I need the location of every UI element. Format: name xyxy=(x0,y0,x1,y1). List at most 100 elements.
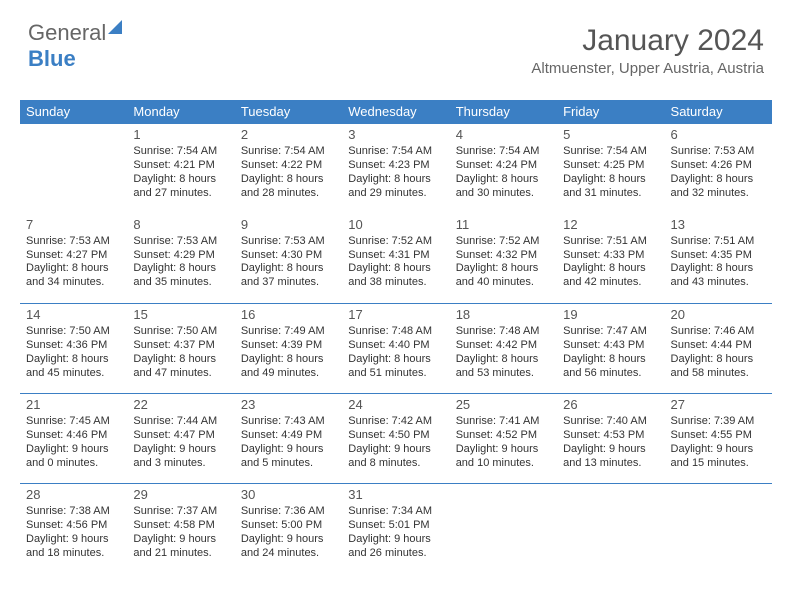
day-number: 25 xyxy=(456,397,551,413)
day-info-line: Sunrise: 7:54 AM xyxy=(133,145,228,159)
calendar-day-cell xyxy=(450,484,557,574)
day-number: 2 xyxy=(241,127,336,143)
day-info-line: Sunrise: 7:52 AM xyxy=(456,235,551,249)
day-number: 19 xyxy=(563,307,658,323)
day-info-line: and 13 minutes. xyxy=(563,457,658,471)
day-info-line: Sunrise: 7:53 AM xyxy=(671,145,766,159)
day-info-line: Daylight: 8 hours xyxy=(26,262,121,276)
calendar-day-cell: 10Sunrise: 7:52 AMSunset: 4:31 PMDayligh… xyxy=(342,214,449,304)
day-number: 21 xyxy=(26,397,121,413)
day-info-line: Sunset: 4:24 PM xyxy=(456,159,551,173)
day-info-line: Sunset: 4:40 PM xyxy=(348,339,443,353)
day-info-line: Sunrise: 7:53 AM xyxy=(26,235,121,249)
day-info-line: Sunrise: 7:52 AM xyxy=(348,235,443,249)
day-info-line: Daylight: 8 hours xyxy=(241,173,336,187)
calendar-day-cell: 30Sunrise: 7:36 AMSunset: 5:00 PMDayligh… xyxy=(235,484,342,574)
calendar-day-cell: 5 Sunrise: 7:54 AMSunset: 4:25 PMDaylight… xyxy=(557,124,664,214)
day-number: 10 xyxy=(348,217,443,233)
day-info-line: Sunset: 4:37 PM xyxy=(133,339,228,353)
day-info-line: and 43 minutes. xyxy=(671,276,766,290)
day-info-line: and 58 minutes. xyxy=(671,367,766,381)
day-number: 12 xyxy=(563,217,658,233)
logo: General Blue xyxy=(28,20,122,72)
day-info-line: Daylight: 8 hours xyxy=(348,353,443,367)
calendar-week-row: 7Sunrise: 7:53 AMSunset: 4:27 PMDaylight… xyxy=(20,214,772,304)
calendar-day-cell: 17Sunrise: 7:48 AMSunset: 4:40 PMDayligh… xyxy=(342,304,449,394)
day-info-line: and 40 minutes. xyxy=(456,276,551,290)
day-info-line: Sunrise: 7:54 AM xyxy=(456,145,551,159)
day-info-line: Sunrise: 7:54 AM xyxy=(241,145,336,159)
calendar-day-cell xyxy=(557,484,664,574)
day-number: 5 xyxy=(563,127,658,143)
logo-triangle-icon xyxy=(108,20,122,34)
day-info-line: and 35 minutes. xyxy=(133,276,228,290)
calendar-week-row: 28Sunrise: 7:38 AMSunset: 4:56 PMDayligh… xyxy=(20,484,772,574)
day-info-line: Daylight: 8 hours xyxy=(133,173,228,187)
location-text: Altmuenster, Upper Austria, Austria xyxy=(531,60,764,77)
day-info-line: Sunrise: 7:43 AM xyxy=(241,415,336,429)
day-number: 29 xyxy=(133,487,228,503)
day-number: 4 xyxy=(456,127,551,143)
day-info-line: Sunset: 4:42 PM xyxy=(456,339,551,353)
day-info-line: Daylight: 8 hours xyxy=(563,262,658,276)
logo-text-general: General xyxy=(28,20,106,45)
day-info-line: Daylight: 8 hours xyxy=(671,262,766,276)
day-info-line: Sunrise: 7:54 AM xyxy=(563,145,658,159)
day-info-line: Sunset: 4:58 PM xyxy=(133,519,228,533)
day-info-line: Sunset: 4:53 PM xyxy=(563,429,658,443)
day-info-line: Daylight: 8 hours xyxy=(348,262,443,276)
day-info-line: and 18 minutes. xyxy=(26,547,121,561)
day-info-line: Sunrise: 7:48 AM xyxy=(456,325,551,339)
day-info-line: Daylight: 8 hours xyxy=(671,173,766,187)
calendar-day-cell: 15Sunrise: 7:50 AMSunset: 4:37 PMDayligh… xyxy=(127,304,234,394)
day-number: 20 xyxy=(671,307,766,323)
day-info-line: Daylight: 8 hours xyxy=(563,353,658,367)
day-info-line: Daylight: 8 hours xyxy=(26,353,121,367)
day-info-line: Daylight: 9 hours xyxy=(348,443,443,457)
calendar-day-cell: 21Sunrise: 7:45 AMSunset: 4:46 PMDayligh… xyxy=(20,394,127,484)
day-info-line: Sunrise: 7:46 AM xyxy=(671,325,766,339)
day-number: 22 xyxy=(133,397,228,413)
day-info-line: Sunset: 4:25 PM xyxy=(563,159,658,173)
day-info-line: Sunrise: 7:53 AM xyxy=(241,235,336,249)
day-info-line: Daylight: 9 hours xyxy=(133,533,228,547)
weekday-header: Wednesday xyxy=(342,100,449,124)
day-number: 24 xyxy=(348,397,443,413)
day-info-line: and 26 minutes. xyxy=(348,547,443,561)
day-info-line: Sunset: 4:44 PM xyxy=(671,339,766,353)
weekday-header: Saturday xyxy=(665,100,772,124)
calendar-day-cell: 16Sunrise: 7:49 AMSunset: 4:39 PMDayligh… xyxy=(235,304,342,394)
day-info-line: Sunset: 4:46 PM xyxy=(26,429,121,443)
day-info-line: Sunrise: 7:42 AM xyxy=(348,415,443,429)
calendar-week-row: 1Sunrise: 7:54 AMSunset: 4:21 PMDaylight… xyxy=(20,124,772,214)
day-info-line: Daylight: 8 hours xyxy=(456,353,551,367)
day-info-line: Daylight: 9 hours xyxy=(563,443,658,457)
day-info-line: Daylight: 8 hours xyxy=(456,262,551,276)
day-number: 9 xyxy=(241,217,336,233)
day-info-line: Daylight: 8 hours xyxy=(241,353,336,367)
day-info-line: Sunset: 4:47 PM xyxy=(133,429,228,443)
day-info-line: Daylight: 9 hours xyxy=(241,533,336,547)
weekday-header: Sunday xyxy=(20,100,127,124)
day-number: 26 xyxy=(563,397,658,413)
day-info-line: Sunrise: 7:49 AM xyxy=(241,325,336,339)
day-info-line: and 29 minutes. xyxy=(348,187,443,201)
day-info-line: Sunset: 4:35 PM xyxy=(671,249,766,263)
calendar-table: SundayMondayTuesdayWednesdayThursdayFrid… xyxy=(20,100,772,574)
day-info-line: Sunrise: 7:54 AM xyxy=(348,145,443,159)
day-info-line: Daylight: 8 hours xyxy=(241,262,336,276)
weekday-header: Monday xyxy=(127,100,234,124)
month-title: January 2024 xyxy=(531,24,764,58)
day-info-line: Sunset: 5:00 PM xyxy=(241,519,336,533)
day-info-line: and 51 minutes. xyxy=(348,367,443,381)
day-info-line: Daylight: 8 hours xyxy=(563,173,658,187)
day-info-line: and 3 minutes. xyxy=(133,457,228,471)
calendar-week-row: 14Sunrise: 7:50 AMSunset: 4:36 PMDayligh… xyxy=(20,304,772,394)
day-info-line: and 38 minutes. xyxy=(348,276,443,290)
day-info-line: Sunset: 4:32 PM xyxy=(456,249,551,263)
day-number: 13 xyxy=(671,217,766,233)
day-info-line: Sunset: 4:43 PM xyxy=(563,339,658,353)
calendar-day-cell: 9Sunrise: 7:53 AMSunset: 4:30 PMDaylight… xyxy=(235,214,342,304)
calendar-day-cell: 6Sunrise: 7:53 AMSunset: 4:26 PMDaylight… xyxy=(665,124,772,214)
day-info-line: Daylight: 8 hours xyxy=(133,353,228,367)
